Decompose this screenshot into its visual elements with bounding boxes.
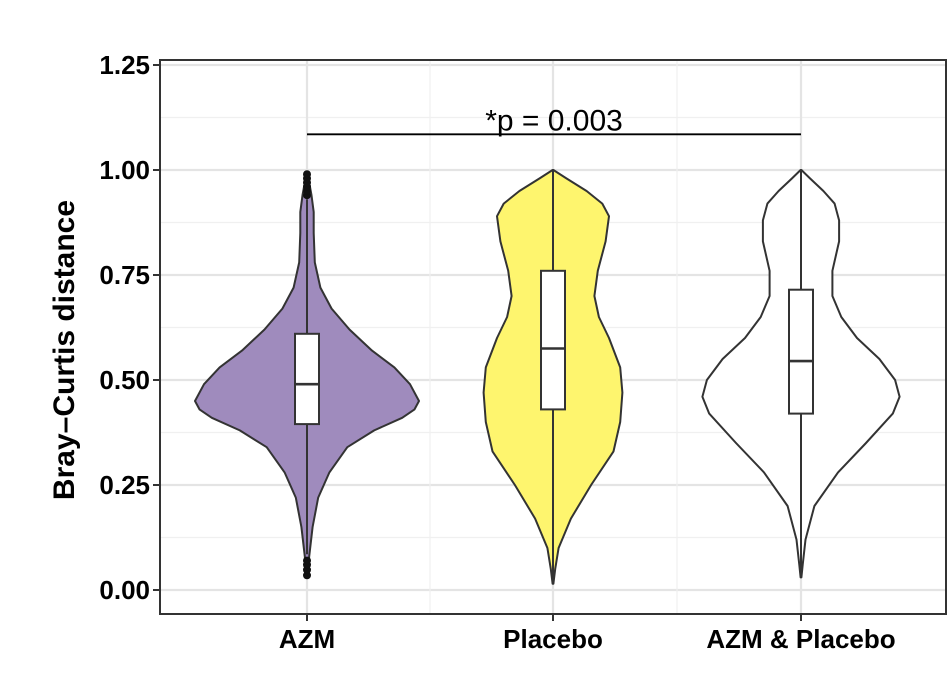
- box-iqr: [294, 332, 320, 426]
- x-category-label: AZM & Placebo: [706, 624, 895, 654]
- y-tick-label: 1.25: [99, 50, 150, 80]
- box-iqr: [540, 269, 566, 411]
- y-tick-label: 0.00: [99, 575, 150, 605]
- x-category-label: AZM: [279, 624, 335, 654]
- boxplots: [294, 170, 814, 584]
- y-tick-label: 0.50: [99, 365, 150, 395]
- y-tick-label: 1.00: [99, 155, 150, 185]
- y-axis-title: Bray–Curtis distance: [48, 200, 81, 500]
- x-axis: AZM Placebo AZM & Placebo: [279, 614, 896, 654]
- x-category-label: Placebo: [503, 624, 603, 654]
- annotations: *p = 0.003: [307, 104, 801, 137]
- outlier-point: [303, 170, 311, 179]
- y-axis: 0.00 0.25 0.50 0.75 1.00 1.25: [99, 50, 160, 605]
- outlier-point: [303, 556, 311, 565]
- y-tick-label: 0.75: [99, 260, 150, 290]
- y-tick-label: 0.25: [99, 470, 150, 500]
- box-iqr: [788, 288, 814, 415]
- significance-label: *p = 0.003: [485, 104, 623, 137]
